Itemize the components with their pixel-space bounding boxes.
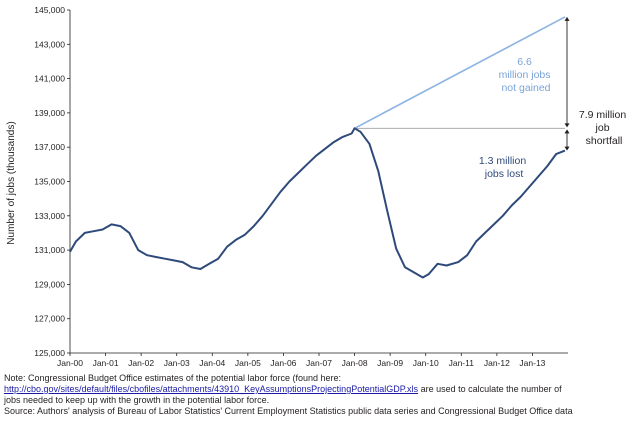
x-tick-label: Jan-02 (128, 358, 154, 368)
y-tick-label: 143,000 (34, 39, 65, 49)
note-line-2-rest: are used to calculate the number of (418, 384, 562, 394)
x-tick-label: Jan-07 (306, 358, 332, 368)
y-tick-labels: 125,000 127,000 129,000 131,000 133,000 135,0… (34, 5, 65, 358)
series-line-actual (69, 127, 566, 279)
annotation-arrows (564, 16, 570, 151)
y-tick-label: 135,000 (34, 177, 65, 187)
line-chart: 125,000 127,000 129,000 131,000 133,000 135,0… (6, 5, 629, 368)
note-line-1: Note: Congressional Budget Office estima… (4, 373, 342, 383)
arrow-jobs-lost-head-bottom (564, 146, 570, 151)
x-tick-label: Jan-11 (449, 358, 475, 368)
y-tick-label: 131,000 (34, 245, 65, 255)
series-line-potential (354, 16, 566, 130)
y-tick-label: 139,000 (34, 108, 65, 118)
y-tick-label: 137,000 (34, 142, 65, 152)
source-link[interactable]: http://cbo.gov/sites/default/files/cbofi… (4, 384, 419, 394)
arrow-not-gained-head-top (564, 16, 570, 21)
chart-notes: Note: Congressional Budget Office estima… (4, 373, 638, 417)
y-tick-label: 133,000 (34, 211, 65, 221)
x-tick-label: Jan-10 (413, 358, 439, 368)
x-tick-label: Jan-04 (199, 358, 225, 368)
source-line: Source: Authors' analysis of Bureau of L… (4, 406, 573, 416)
arrow-not-gained-head-bottom (564, 123, 570, 128)
x-tick-label: Jan-05 (235, 358, 261, 368)
y-tick-label: 127,000 (34, 314, 65, 324)
y-tick-label: 125,000 (34, 348, 65, 358)
series-lines (69, 16, 566, 279)
note-line-2: http://cbo.gov/sites/default/files/cbofi… (4, 384, 638, 395)
x-tick-label: Jan-01 (93, 358, 119, 368)
x-tick-label: Jan-09 (377, 358, 403, 368)
y-axis-title: Number of jobs (thousands) (6, 121, 17, 244)
x-tick-label: Jan-13 (519, 358, 545, 368)
axes (67, 9, 568, 356)
x-tick-label: Jan-03 (164, 358, 190, 368)
x-tick-labels: Jan-00 Jan-01 Jan-02 Jan-03 Jan-04 Jan-05 Jan-… (57, 358, 546, 368)
y-tick-label: 145,000 (34, 5, 65, 15)
x-tick-label: Jan-00 (57, 358, 83, 368)
x-tick-label: Jan-12 (484, 358, 510, 368)
note-line-3: jobs needed to keep up with the growth i… (4, 395, 270, 405)
y-tick-label: 129,000 (34, 279, 65, 289)
annotation-jobs-lost: 1.3 million jobs lost (479, 155, 529, 180)
x-tick-label: Jan-06 (270, 358, 296, 368)
annotation-not-gained: 6.6 million jobs not gained (499, 56, 554, 94)
x-tick-label: Jan-08 (342, 358, 368, 368)
y-tick-label: 141,000 (34, 74, 65, 84)
annotation-shortfall: 7.9 million job shortfall (579, 109, 629, 147)
arrow-jobs-lost-head-top (564, 129, 570, 134)
